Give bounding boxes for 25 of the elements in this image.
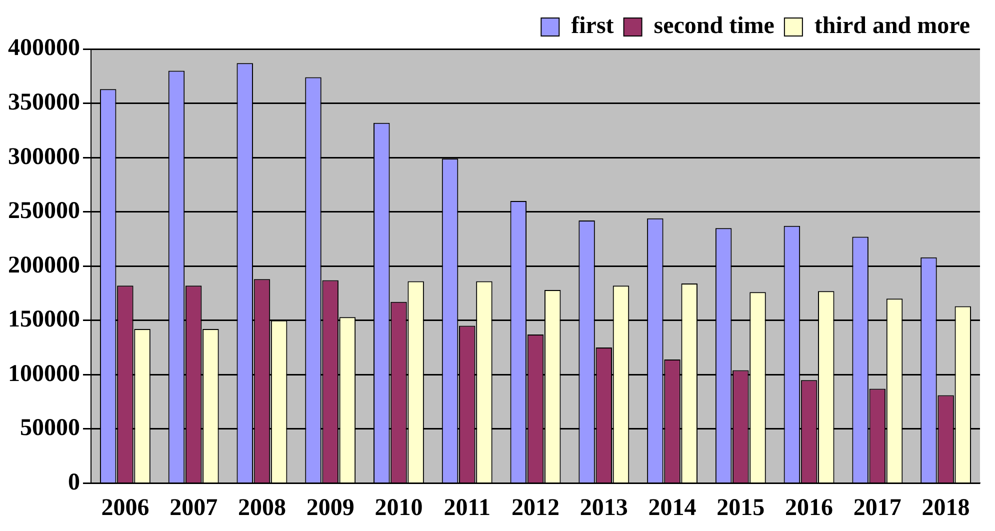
- y-tick-label: 50000: [20, 415, 80, 442]
- y-tick-label: 400000: [8, 35, 80, 62]
- x-tick-label: 2006: [101, 494, 150, 521]
- y-tick-label: 350000: [8, 89, 80, 116]
- x-tick-label: 2016: [785, 494, 834, 521]
- x-tick-label: 2008: [238, 494, 286, 521]
- x-tick-label: 2013: [580, 494, 628, 521]
- legend-label: first: [571, 13, 614, 40]
- x-tick-label: 2014: [648, 494, 696, 521]
- y-tick-label: 250000: [8, 198, 80, 224]
- x-tick-label: 2017: [853, 494, 902, 521]
- x-tick-label: 2018: [922, 494, 970, 521]
- y-tick-label: 300000: [8, 144, 80, 170]
- x-tick-label: 2015: [716, 494, 765, 521]
- y-tick-label: 0: [68, 469, 80, 496]
- y-tick-label: 200000: [8, 252, 80, 278]
- legend-label: second time: [654, 13, 775, 40]
- x-tick-label: 2011: [444, 494, 490, 521]
- y-tick-label: 150000: [8, 306, 80, 333]
- y-tick-label: 100000: [8, 360, 80, 387]
- x-tick-label: 2010: [374, 494, 423, 521]
- legend-label: third and more: [814, 13, 970, 40]
- x-tick-label: 2009: [306, 494, 354, 521]
- x-tick-label: 2012: [512, 494, 560, 521]
- x-tick-label: 2007: [170, 494, 218, 521]
